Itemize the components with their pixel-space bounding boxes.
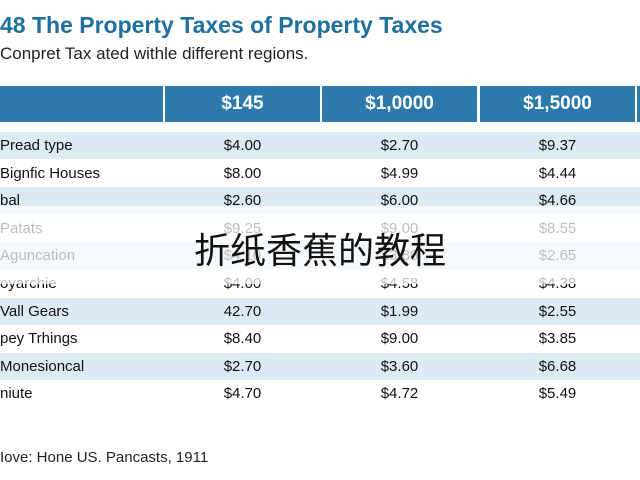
row-label: bal [0,192,21,210]
table-row: Vall Gears 42.70 $1.99 $2.55 [0,297,640,325]
table-row: Bignfic Houses $8.00 $4.99 $4.44 [0,159,640,187]
table-cell: $9.37 [538,137,577,154]
table-cell: $6.00 [380,192,419,210]
table-cell: $4.99 [380,164,419,182]
row-label: Pread type [0,137,73,154]
table-row: pey Trhings $8.40 $9.00 $3.85 [0,325,640,353]
table-cell: $4.00 [223,137,262,154]
table-cell: $6.68 [538,357,577,375]
table-cell: $3.60 [380,357,419,375]
table-cell: $2.70 [223,357,262,375]
table-cell: $2.70 [380,137,419,154]
table-cell: $4.70 [223,385,262,403]
table-cell: $8.00 [223,164,262,182]
row-label: pey Trhings [0,330,78,348]
table-row: niute $4.70 $4.72 $5.49 [0,380,640,408]
table-cell: $5.49 [538,385,577,403]
header-cell [0,86,163,122]
table-cell: $4.44 [538,164,577,182]
header-cell: $145 [165,86,320,122]
header-cell: $1,0000 [322,86,477,122]
table-cell: $1.99 [380,302,419,320]
row-label: Bignfic Houses [0,164,101,182]
table-row: Pread type $4.00 $2.70 $9.37 [0,132,640,159]
title: 48 The Property Taxes of Property Taxes [0,12,443,38]
overlay-band [0,206,640,284]
table-cell: $2.60 [223,192,262,210]
table-cell: $3.85 [538,330,577,348]
subtitle: Conpret Tax ated withle different region… [0,44,309,63]
table-row: Monesioncal $2.70 $3.60 $6.68 [0,352,640,380]
table-cell: 42.70 [223,302,262,320]
row-label: Vall Gears [0,302,69,320]
table-cell: $8.40 [223,330,262,348]
overlay-text: 折纸香蕉的教程 [193,231,446,272]
row-label: Monesioncal [0,357,85,375]
header-cell [637,86,640,122]
footer: Iove: Hone US. Pancasts, 1911 [0,449,209,466]
header-cell: $1,5000 [480,86,635,122]
table-cell: $4.72 [380,385,419,403]
table-cell: $4.66 [538,192,577,210]
row-label: niute [0,385,33,403]
table-cell: $2.55 [538,302,577,320]
table-cell: $9.00 [380,330,419,348]
